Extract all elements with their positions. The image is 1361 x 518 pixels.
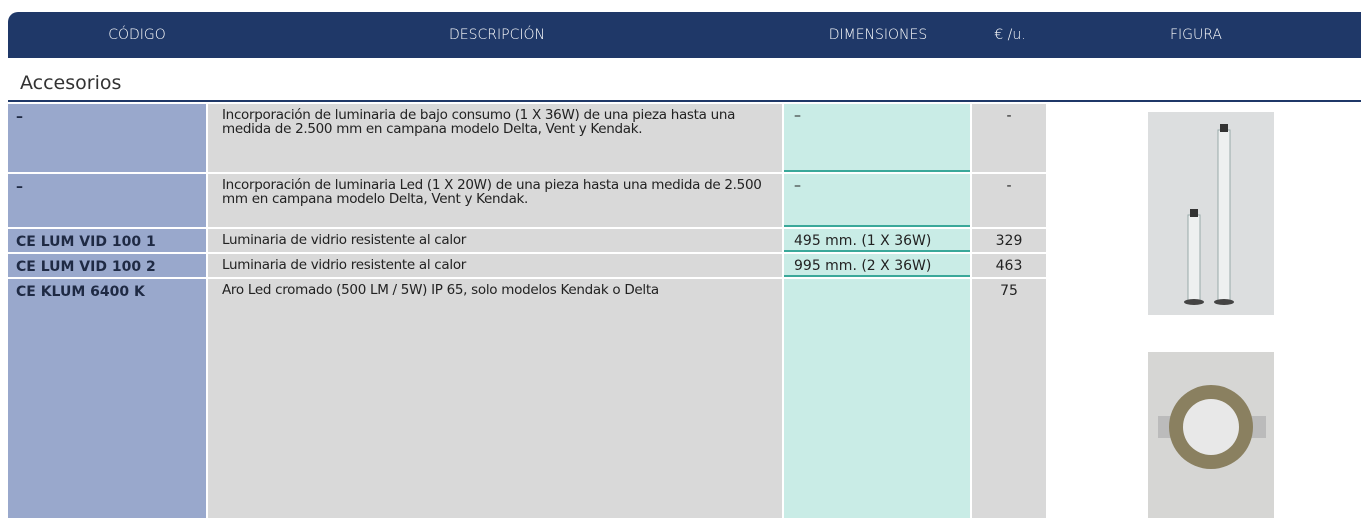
lamp-base bbox=[1214, 299, 1234, 305]
header-bar bbox=[8, 12, 1361, 58]
dimensions-cell: – bbox=[784, 104, 970, 172]
code-cell: CE LUM VID 100 1 bbox=[8, 229, 206, 252]
column-header: DIMENSIONES bbox=[828, 27, 928, 43]
description-cell: Aro Led cromado (500 LM / 5W) IP 65, sol… bbox=[208, 279, 782, 518]
dimensions-cell: 495 mm. (1 X 36W) bbox=[784, 229, 970, 252]
dimensions-cell: – bbox=[784, 174, 970, 227]
description-cell: Luminaria de vidrio resistente al calor bbox=[208, 229, 782, 252]
code-cell: CE LUM VID 100 2 bbox=[8, 254, 206, 277]
dimensions-cell bbox=[784, 279, 970, 518]
lamp-cap bbox=[1220, 124, 1228, 132]
ring-lens bbox=[1183, 399, 1239, 455]
lamp-photo bbox=[1148, 112, 1274, 315]
price-cell: - bbox=[972, 104, 1046, 172]
price-cell: 329 bbox=[972, 229, 1046, 252]
column-header: DESCRIPCIÓN bbox=[449, 27, 545, 43]
code-cell: – bbox=[8, 174, 206, 227]
description-cell: Luminaria de vidrio resistente al calor bbox=[208, 254, 782, 277]
lamp-base bbox=[1184, 299, 1204, 305]
dimensions-cell: 995 mm. (2 X 36W) bbox=[784, 254, 970, 277]
lamp-tube bbox=[1187, 214, 1201, 303]
column-header: € /u. bbox=[994, 27, 1026, 43]
column-header: FIGURA bbox=[1169, 27, 1222, 43]
price-cell: - bbox=[972, 174, 1046, 227]
section-rule bbox=[8, 100, 1361, 102]
section-title: Accesorios bbox=[20, 72, 122, 94]
price-cell: 463 bbox=[972, 254, 1046, 277]
description-cell: Incorporación de luminaria Led (1 X 20W)… bbox=[208, 174, 782, 227]
code-cell: – bbox=[8, 104, 206, 172]
code-cell: CE KLUM 6400 K bbox=[8, 279, 206, 518]
lamp-tube bbox=[1217, 129, 1231, 303]
lamp-cap bbox=[1190, 209, 1198, 217]
figures bbox=[1148, 112, 1274, 518]
price-cell: 75 bbox=[972, 279, 1046, 518]
column-header: CÓDIGO bbox=[108, 27, 166, 43]
description-cell: Incorporación de luminaria de bajo consu… bbox=[208, 104, 782, 172]
